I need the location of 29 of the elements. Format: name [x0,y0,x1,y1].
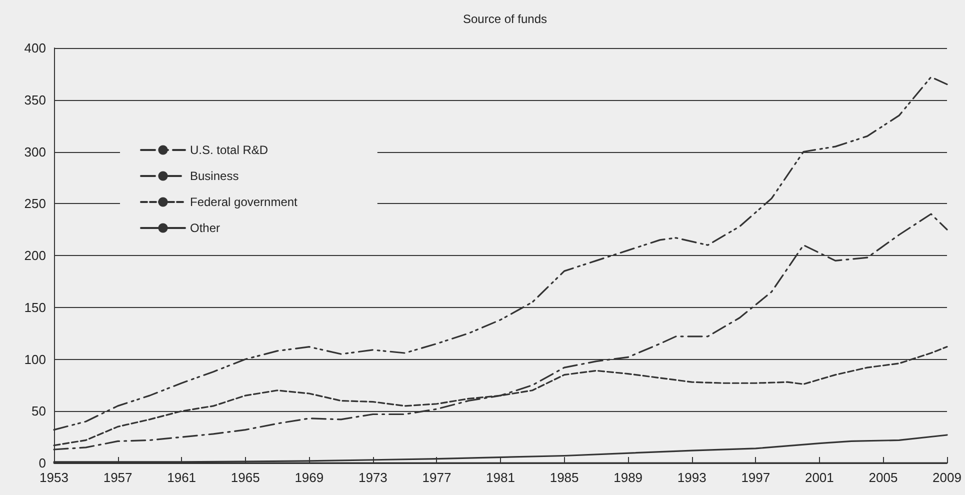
x-tick-label: 2009 [932,470,962,485]
x-tick-label: 1969 [294,470,324,485]
legend-label: U.S. total R&D [190,143,268,157]
x-tick-label: 1953 [40,470,68,485]
y-tick-label: 0 [38,456,46,470]
legend-label: Federal government [190,195,298,209]
x-tick-label: 1985 [550,470,579,485]
y-tick-label: 300 [24,144,46,160]
y-tick-label: 150 [24,300,46,315]
chart-title: Source of funds [462,12,548,26]
y-tick-label: 100 [24,352,46,367]
x-tick-label: 1961 [167,470,196,485]
x-tick-label: 1973 [358,470,388,485]
x-tick-label: 1981 [486,470,515,485]
y-tick-label: 200 [24,248,46,263]
x-tick-label: 1977 [422,470,452,485]
x-tick-label: 2005 [868,470,898,485]
y-tick-label: 250 [24,196,46,212]
y-tick-label: 400 [24,40,46,56]
x-tick-label: 1957 [103,470,132,485]
x-tick-label: 1989 [614,470,643,485]
x-tick-label: 2001 [804,470,834,485]
y-tick-label: 50 [32,404,46,419]
x-tick-label: 1965 [230,470,260,485]
legend-label: Business [190,169,239,183]
x-tick-label: 1997 [741,470,770,485]
y-tick-label: 350 [24,92,46,108]
legend-label: Other [190,221,220,235]
x-tick-label: 1993 [677,470,706,485]
